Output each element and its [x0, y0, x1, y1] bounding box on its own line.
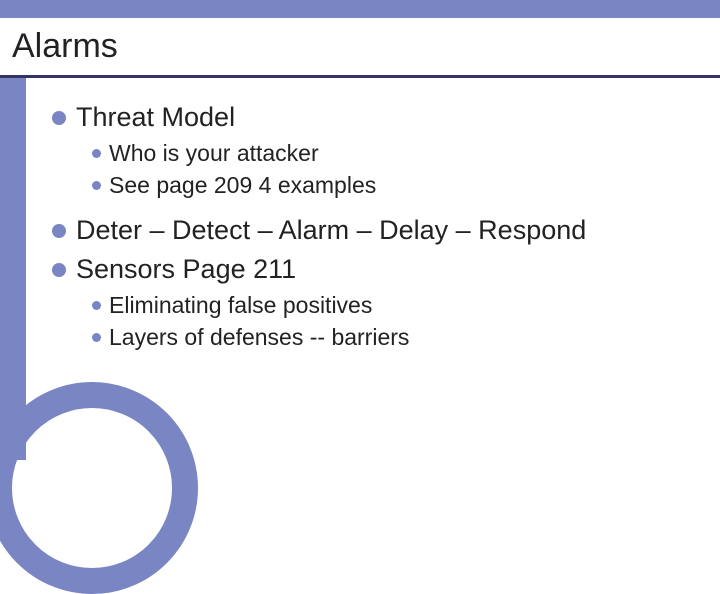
bullet-text: Sensors Page 211: [76, 252, 296, 287]
bullet-text: Who is your attacker: [109, 139, 319, 169]
sub-bullet-group: Who is your attacker See page 209 4 exam…: [92, 139, 700, 201]
bullet-level2: Who is your attacker: [92, 139, 700, 169]
bullet-icon: [92, 181, 101, 190]
bullet-text: Layers of defenses -- barriers: [109, 323, 409, 353]
bullet-level2: Eliminating false positives: [92, 291, 700, 321]
bullet-level1: Threat Model: [52, 100, 700, 135]
bullet-level1: Deter – Detect – Alarm – Delay – Respond: [52, 213, 700, 248]
bullet-icon: [52, 224, 66, 238]
slide-content: Threat Model Who is your attacker See pa…: [52, 100, 700, 520]
sub-bullet-group: Eliminating false positives Layers of de…: [92, 291, 700, 353]
bullet-icon: [52, 111, 66, 125]
bullet-icon: [92, 301, 101, 310]
bullet-level2: See page 209 4 examples: [92, 171, 700, 201]
bullet-icon: [92, 333, 101, 342]
bullet-text: Threat Model: [76, 100, 235, 135]
bullet-icon: [92, 149, 101, 158]
bullet-text: Eliminating false positives: [109, 291, 372, 321]
bullet-level2: Layers of defenses -- barriers: [92, 323, 700, 353]
title-box: Alarms: [0, 18, 720, 78]
bullet-icon: [52, 263, 66, 277]
bullet-text: Deter – Detect – Alarm – Delay – Respond: [76, 213, 586, 248]
slide-title: Alarms: [12, 27, 118, 66]
bullet-text: See page 209 4 examples: [109, 171, 376, 201]
bullet-level1: Sensors Page 211: [52, 252, 700, 287]
